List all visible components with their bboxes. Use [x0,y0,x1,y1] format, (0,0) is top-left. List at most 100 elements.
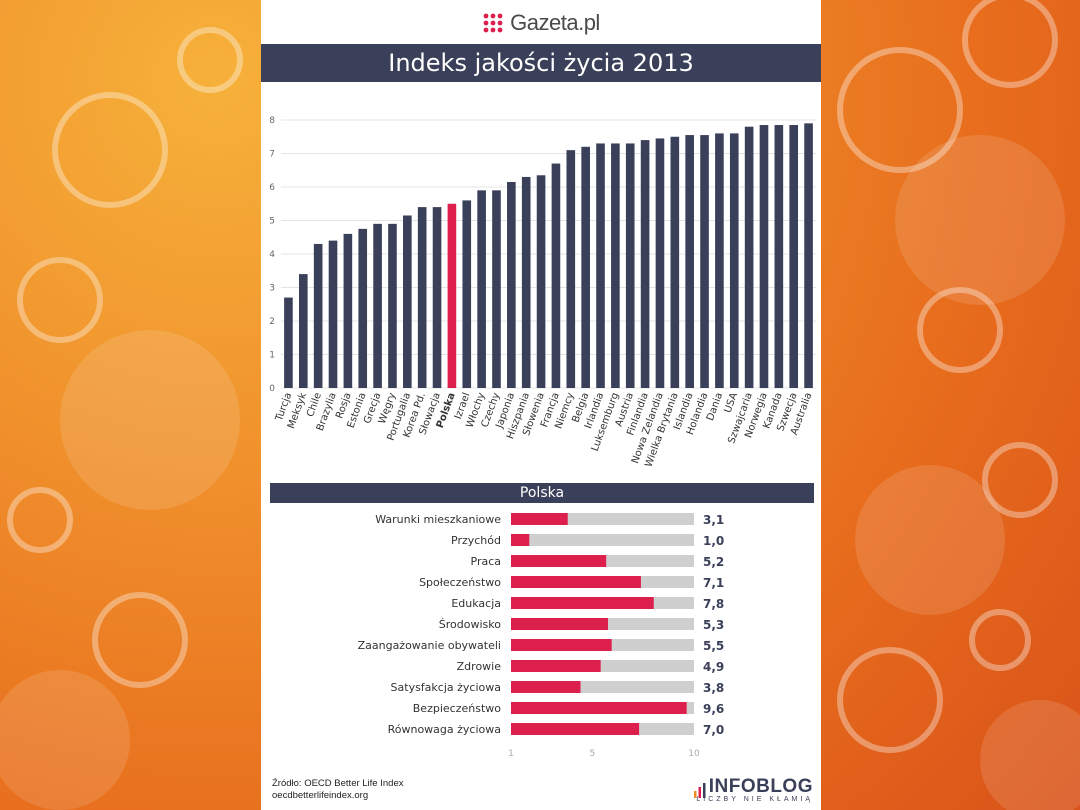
category-label: Praca [471,555,502,568]
value-label: 5,3 [703,618,724,632]
value-bar [511,639,612,651]
infographic-panel: Gazeta.pl Indeks jakości życia 2013 0 1 2 3… [261,0,821,810]
value-label: 7,0 [703,723,724,737]
value-label: 9,6 [703,702,724,716]
y-tick-label: 1 [269,351,275,361]
bar-islandia [685,135,694,388]
bar-belgia [581,146,590,388]
polska-title-text: Polska [519,485,565,501]
bar-hiszpania [521,176,531,388]
y-tick-label: 8 [269,116,275,126]
x-tick-label: 10 [688,749,700,759]
bar-izrael [462,200,472,388]
bar-czechy [492,190,501,388]
value-bar [511,555,607,567]
category-label: Bezpieczeństwo [413,702,501,715]
bar-usa [729,133,739,388]
bar-irlandia [596,143,605,388]
bar-nowa-zelandia [655,138,665,388]
y-tick-label: 3 [269,284,275,294]
bar-niemcy [566,150,576,388]
category-label: Zaangażowanie obywateli [358,639,501,652]
category-label: Społeczeństwo [419,576,501,589]
category-label: Warunki mieszkaniowe [375,513,501,526]
brand-name: INFOBLOG [693,776,813,798]
bar-luksemburg [611,143,620,388]
bar-meksyk [298,274,308,388]
polska-section-title: Polska [270,483,814,503]
value-label: 1,0 [703,534,724,548]
value-label: 3,1 [703,513,724,527]
bar-wielka-brytania [670,136,680,388]
bar-francja [551,163,561,388]
bar-austria [625,143,635,388]
category-label: Środowisko [439,618,501,631]
value-label: 4,9 [703,660,724,674]
category-label: Edukacja [451,597,501,610]
bar-szwecja [789,125,799,389]
gazeta-dots-icon [483,13,503,33]
value-label: 7,8 [703,597,724,611]
brand-tagline: LICZBY NIE KŁAMIĄ [696,796,813,803]
bar-włochy [477,190,486,388]
bar-korea-pd- [417,207,427,388]
y-tick-label: 7 [269,150,275,160]
bar-polska [447,203,457,388]
category-label: Zdrowie [457,660,502,673]
bar-kanada [774,125,784,389]
brand-name-text: INFOBLOG [708,776,813,797]
gazeta-logo: Gazeta.pl [261,8,821,38]
bar-finlandia [640,140,650,388]
category-label: Równowaga życiowa [388,723,501,736]
title-text: Indeks jakości życia 2013 [388,49,694,77]
value-label: 5,2 [703,555,724,569]
bar-japonia [507,181,516,388]
value-bar [511,534,530,546]
bar-węgry [388,223,397,388]
logo-text: Gazeta.pl [510,10,600,35]
bar-szwajcaria [744,126,754,388]
bar-rosja [343,233,353,388]
source-line-2: oecdbetterlifeindex.org [272,790,369,801]
bar-słowacja [432,207,442,388]
bar-grecja [373,223,382,388]
bar-turcja [284,297,293,388]
value-label: 7,1 [703,576,724,590]
y-tick-label: 5 [269,217,275,227]
polska-bar-chart: Warunki mieszkaniowe 3,1 Przychód 1,0 Praca 5… [358,513,724,759]
country-bar-chart: 012345678TurcjaMeksykChileBrazyliaRosjaE… [269,116,816,469]
y-tick-label: 0 [269,384,275,394]
bar-norwegia [759,125,769,389]
value-bar [511,681,581,693]
y-tick-label: 2 [269,317,275,327]
value-bar [511,618,608,630]
bar-track [511,534,694,546]
bar-australia [804,123,813,388]
value-bar [511,597,654,609]
y-tick-label: 4 [269,250,275,260]
source-note: Źródło: OECD Better Life Index oecdbette… [272,778,403,802]
bar-brazylia [328,240,338,388]
value-label: 3,8 [703,681,724,695]
value-label: 5,5 [703,639,724,653]
infoblog-brand: INFOBLOG LICZBY NIE KŁAMIĄ [693,776,813,803]
bar-holandia [700,135,709,388]
bar-chart-icon [693,783,706,798]
value-bar [511,723,640,735]
category-label: Przychód [451,534,501,547]
category-label: Satysfakcja życiowa [391,681,501,694]
bar-portugalia [403,215,412,388]
x-tick-label: 5 [589,749,595,759]
source-line-1: Źródło: OECD Better Life Index [272,778,404,789]
bar-słowenia [536,175,546,388]
bar-dania [715,133,724,388]
page-title: Indeks jakości życia 2013 [261,44,821,82]
x-tick-label: 1 [508,749,514,759]
value-bar [511,513,568,525]
bar-estonia [358,228,368,388]
value-bar [511,576,641,588]
value-bar [511,702,687,714]
y-tick-label: 6 [269,183,275,193]
value-bar [511,660,601,672]
bar-chile [313,243,323,388]
